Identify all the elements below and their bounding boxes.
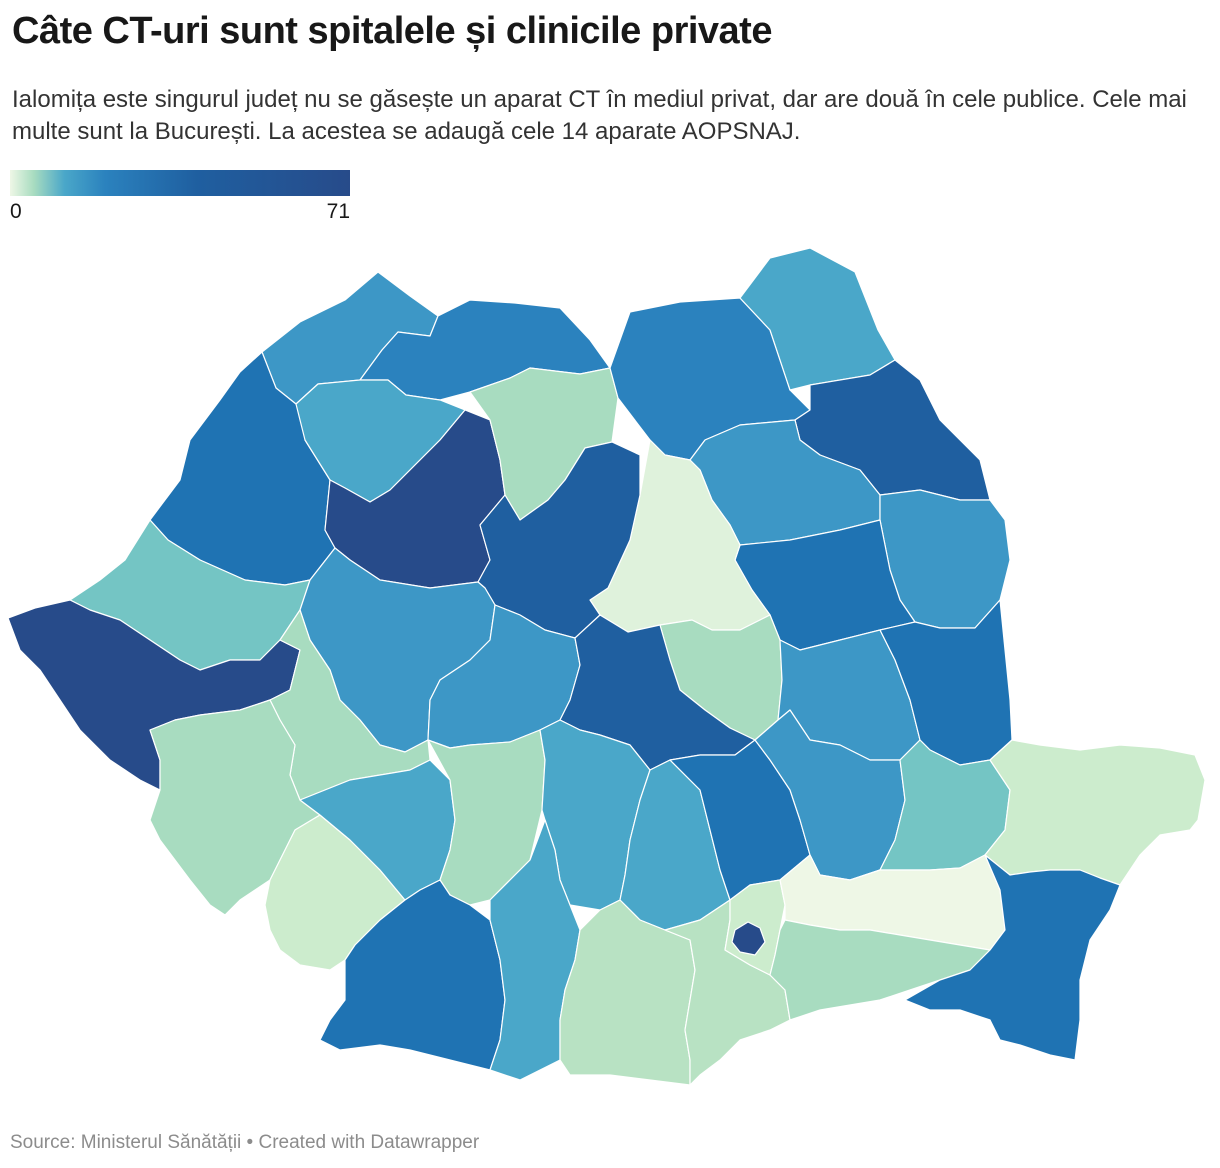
legend-max-label: 71 bbox=[326, 200, 350, 223]
color-legend: 0 71 bbox=[10, 170, 350, 223]
county-bucuresti[interactable] bbox=[731, 921, 766, 956]
county-calarasi[interactable] bbox=[769, 919, 991, 1021]
page-subtitle: Ialomița este singurul județ nu se găseș… bbox=[12, 86, 1187, 145]
legend-min-label: 0 bbox=[10, 200, 22, 223]
source-footer: Source: Ministerul Sănătății • Created w… bbox=[10, 1132, 480, 1153]
county-tulcea[interactable] bbox=[984, 739, 1206, 886]
romania-county-map bbox=[7, 247, 1206, 1086]
legend-gradient-bar bbox=[10, 170, 350, 196]
page-title: Câte CT-uri sunt spitalele și clinicile … bbox=[12, 10, 772, 52]
county-constanta[interactable] bbox=[904, 854, 1121, 1061]
